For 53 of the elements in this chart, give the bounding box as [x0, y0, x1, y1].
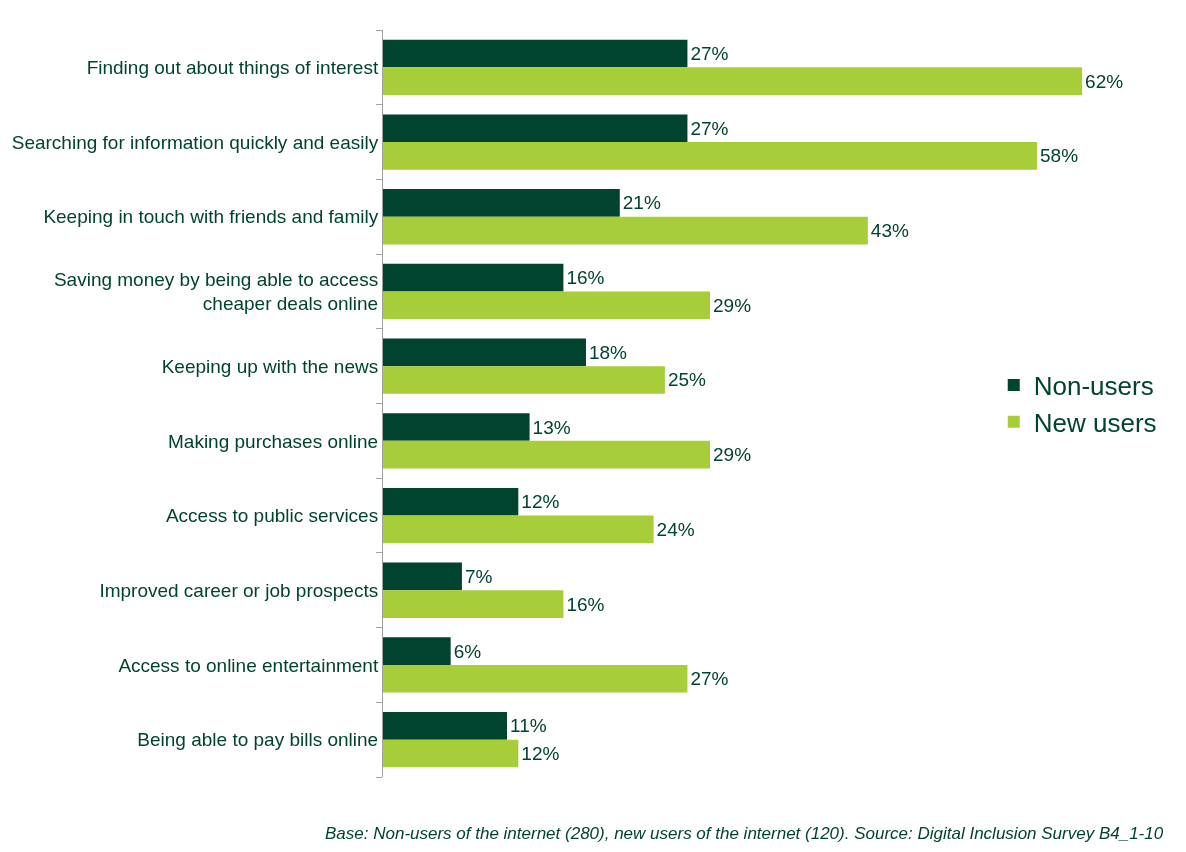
y-tick-label: Searching for information quickly and easily — [11, 131, 379, 153]
text: Base: Non-users of the internet (280), new users of the internet (120). Source: Digital Inclusion Survey B4_1-10 — [325, 824, 1164, 843]
y-tick-label: Finding out about things of interest — [86, 57, 379, 78]
bar — [383, 712, 508, 740]
data-label: 27% — [690, 668, 729, 690]
bar — [383, 114, 688, 143]
bar — [383, 664, 688, 693]
y-tick-label: Keeping in touch with friends and family — [43, 206, 379, 228]
data-label: 6% — [453, 640, 482, 662]
y-tick-label: Keeping up with the news — [161, 355, 379, 377]
legend-label: Non-users — [1033, 371, 1154, 402]
data-label: 16% — [566, 267, 605, 289]
data-label: 24% — [656, 518, 695, 540]
data-label: 13% — [532, 416, 571, 438]
bar — [383, 142, 1037, 170]
bar — [383, 487, 519, 516]
data-label: 27% — [690, 117, 729, 139]
bar — [383, 739, 519, 768]
bar — [383, 338, 586, 367]
data-label: 12% — [521, 491, 560, 513]
bar — [383, 637, 451, 665]
data-label: 58% — [1040, 145, 1079, 167]
bar — [383, 216, 868, 245]
data-label: 29% — [713, 294, 752, 316]
data-label: 7% — [464, 565, 493, 587]
data-label: 62% — [1085, 70, 1124, 92]
bar — [383, 189, 620, 217]
y-tick-label: Access to online entertainment — [118, 654, 379, 676]
y-tick-label: Making purchases online — [168, 430, 379, 452]
data-label: 43% — [870, 220, 909, 242]
bar — [383, 515, 654, 544]
y-tick-label: Being able to pay bills online — [137, 729, 379, 751]
data-label: 27% — [690, 43, 729, 65]
data-label: 29% — [713, 444, 752, 466]
data-label: 16% — [566, 593, 605, 615]
bar — [383, 590, 564, 618]
y-tick-label: Access to public services — [165, 505, 379, 527]
bar — [383, 263, 564, 292]
bar — [383, 291, 710, 320]
bar — [383, 67, 1083, 95]
bar — [383, 562, 462, 591]
data-label: 25% — [667, 369, 707, 391]
bar — [383, 366, 665, 394]
bar — [383, 39, 688, 68]
data-label: 12% — [521, 742, 560, 764]
data-label: 21% — [622, 192, 661, 214]
legend-label: New users — [1033, 407, 1157, 438]
y-tick-label: Saving money by being able to access cheaper deals online — [53, 268, 379, 315]
bar — [383, 413, 530, 441]
bar — [383, 440, 710, 469]
y-tick-label: Improved career or job prospects — [99, 579, 379, 601]
data-label: 18% — [588, 341, 628, 363]
data-label: 11% — [510, 715, 547, 737]
